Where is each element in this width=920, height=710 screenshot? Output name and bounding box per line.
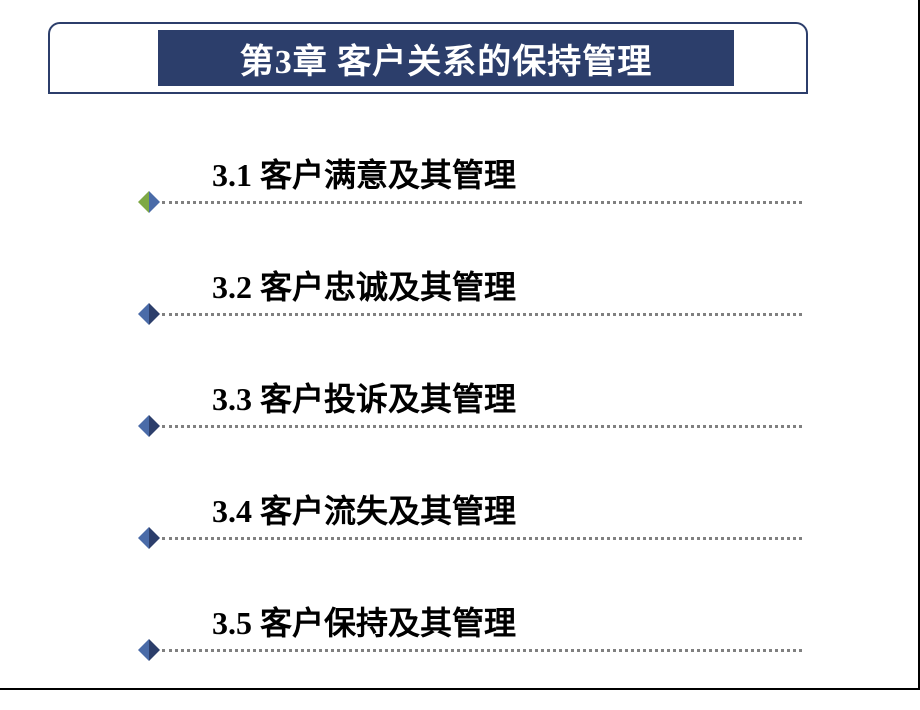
diamond-bullet-icon xyxy=(138,639,160,661)
diamond-bullet-icon xyxy=(138,527,160,549)
toc-label: 3.1 客户满意及其管理 xyxy=(130,150,802,196)
toc-item-4: 3.4 客户流失及其管理 xyxy=(130,486,802,546)
toc-label: 3.4 客户流失及其管理 xyxy=(130,486,802,532)
toc-divider xyxy=(162,537,802,540)
chapter-header: 第3章 客户关系的保持管理 xyxy=(48,22,808,94)
toc-item-5: 3.5 客户保持及其管理 xyxy=(130,598,802,658)
diamond-bullet-icon xyxy=(138,303,160,325)
toc-divider xyxy=(162,425,802,428)
toc-divider xyxy=(162,649,802,652)
toc-divider xyxy=(162,201,802,204)
toc-label: 3.2 客户忠诚及其管理 xyxy=(130,262,802,308)
header-inner: 第3章 客户关系的保持管理 xyxy=(158,30,734,86)
diamond-bullet-icon xyxy=(138,191,160,213)
toc-item-3: 3.3 客户投诉及其管理 xyxy=(130,374,802,434)
diamond-bullet-icon xyxy=(138,415,160,437)
toc-label: 3.5 客户保持及其管理 xyxy=(130,598,802,644)
toc-item-2: 3.2 客户忠诚及其管理 xyxy=(130,262,802,322)
toc-item-1: 3.1 客户满意及其管理 xyxy=(130,150,802,210)
toc-divider xyxy=(162,313,802,316)
toc-list: 3.1 客户满意及其管理 3.2 客户忠诚及其管理 3.3 客户投诉及其管理 xyxy=(130,150,802,710)
chapter-title: 第3章 客户关系的保持管理 xyxy=(240,34,653,83)
toc-label: 3.3 客户投诉及其管理 xyxy=(130,374,802,420)
slide-container: 第3章 客户关系的保持管理 3.1 客户满意及其管理 3.2 客户忠诚及其管理 xyxy=(0,0,920,690)
